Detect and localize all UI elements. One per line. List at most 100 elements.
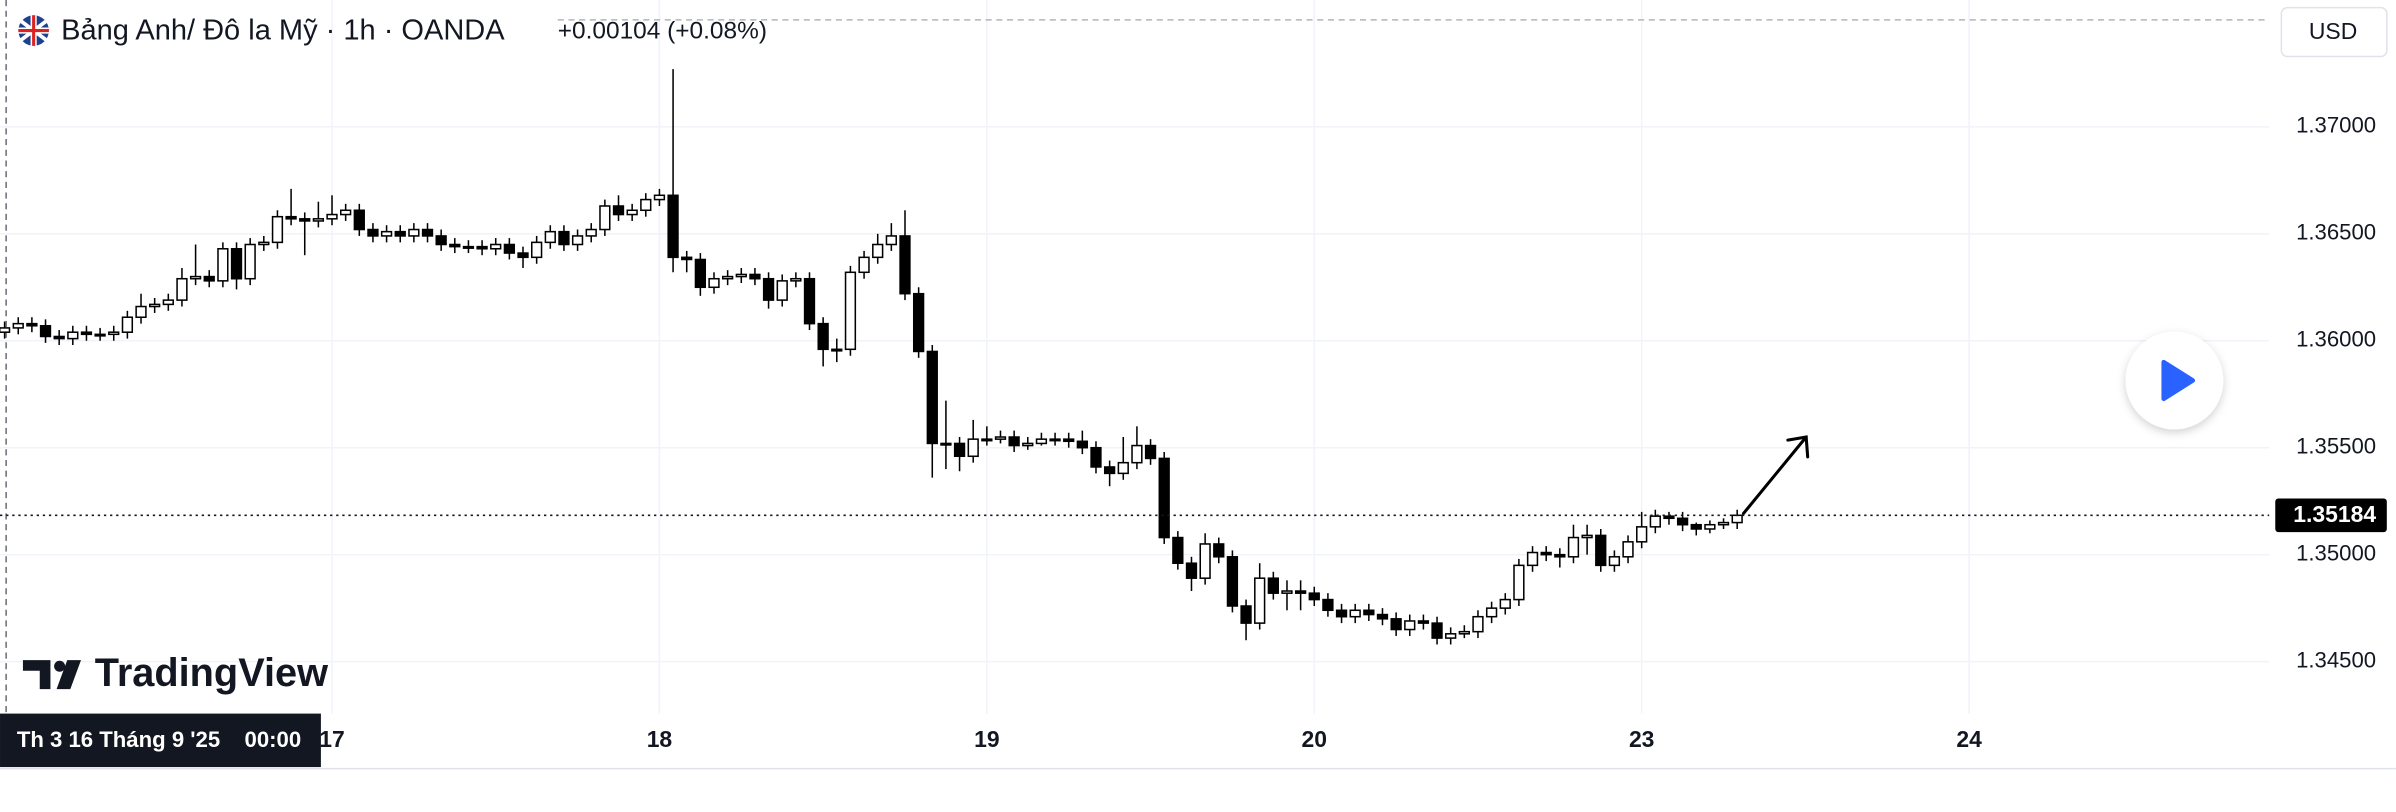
candle-body — [217, 248, 229, 282]
candle-body — [285, 215, 297, 220]
crosshair-date: Th 3 16 Tháng 9 '25 — [17, 727, 220, 752]
candle-body — [1649, 515, 1661, 528]
candle-body — [1526, 551, 1539, 567]
candle-body — [1472, 615, 1484, 633]
candle-body — [1595, 534, 1607, 567]
replay-icon[interactable] — [2161, 359, 2196, 402]
y-tick-label: 1.36500 — [2296, 220, 2376, 245]
y-tick-label: 1.36000 — [2296, 327, 2376, 352]
candle-body — [1254, 577, 1266, 624]
candle-body — [1663, 515, 1675, 520]
candle-body — [1445, 633, 1457, 639]
candle-body — [258, 241, 270, 246]
candle-body — [203, 275, 215, 282]
x-tick-label: 18 — [647, 726, 673, 752]
candle-body — [1499, 598, 1511, 609]
arrow-drawing — [1741, 435, 1810, 515]
candle-body — [1458, 630, 1470, 635]
candle-body — [571, 235, 584, 246]
candle-body — [1226, 556, 1239, 607]
candle-body — [230, 248, 243, 280]
candle-body — [1540, 551, 1552, 556]
candle-body — [626, 209, 638, 216]
candle-body — [326, 213, 338, 220]
candle-body — [271, 215, 284, 244]
candle-body — [1022, 442, 1034, 447]
candle-body — [517, 252, 529, 259]
candle-body — [135, 305, 147, 318]
last-price-box — [2275, 498, 2387, 533]
candle-body — [1035, 438, 1048, 445]
replay-button[interactable] — [2125, 331, 2224, 430]
currency-label: USD — [2309, 18, 2357, 44]
candle-body — [1049, 438, 1061, 442]
watermark-text: TradingView — [95, 651, 328, 695]
candle-body — [421, 228, 434, 237]
candle-body — [189, 275, 202, 280]
candle-body — [953, 442, 966, 458]
candle-body — [299, 218, 311, 222]
candle-body — [1417, 620, 1430, 624]
candle-body — [544, 230, 556, 244]
candle-body — [885, 235, 898, 246]
candle-body — [1103, 466, 1116, 475]
x-tick-label: 23 — [1629, 726, 1654, 752]
candle-body — [926, 350, 938, 445]
candle-body — [1172, 536, 1184, 564]
candle-body — [94, 333, 106, 337]
candle-body — [1322, 598, 1334, 612]
candle-body — [476, 245, 488, 250]
candle-body — [67, 331, 79, 340]
candle-body — [1676, 517, 1689, 526]
candle-body — [803, 277, 816, 325]
candle-body — [1076, 440, 1088, 449]
candle-body — [1636, 526, 1648, 543]
candle-body — [367, 228, 379, 237]
candle-body — [1349, 609, 1361, 618]
candle-body — [121, 316, 134, 333]
candle-body — [844, 271, 857, 351]
x-tick-label: 24 — [1956, 726, 1982, 752]
candle-body — [39, 325, 52, 338]
grid — [0, 0, 2270, 714]
candle-body — [940, 442, 952, 446]
candle-body — [490, 243, 502, 250]
candle-body — [558, 230, 570, 246]
candle-body — [749, 273, 761, 280]
candle-body — [981, 438, 993, 442]
y-tick-label: 1.34500 — [2296, 647, 2376, 672]
candle-body — [353, 209, 365, 231]
candle-body — [1308, 592, 1320, 601]
candle-body — [12, 322, 24, 329]
candle-body — [1731, 514, 1743, 524]
symbol-flag — [18, 15, 49, 46]
candle-body — [721, 275, 734, 280]
candle-body — [1717, 521, 1730, 526]
candle-body — [872, 243, 884, 259]
candle-body — [1554, 553, 1566, 558]
candle-body — [1199, 543, 1211, 579]
candle-body — [108, 331, 120, 336]
candle-body — [735, 273, 747, 278]
candle-body — [312, 218, 325, 222]
currency-button[interactable] — [2280, 6, 2388, 58]
candle-body — [912, 292, 925, 353]
candle-body — [1090, 446, 1102, 468]
y-tick-label: 1.35000 — [2296, 541, 2376, 566]
candle-body — [681, 256, 693, 261]
candle-body — [53, 335, 65, 340]
candle-body — [244, 243, 256, 280]
candles — [0, 69, 1743, 645]
candle-body — [435, 235, 447, 246]
candle-body — [380, 230, 393, 237]
candle-body — [1622, 541, 1634, 558]
y-tick-label: 1.37000 — [2296, 113, 2376, 138]
price-change: +0.00104 (+0.08%) — [558, 18, 767, 45]
candle-body — [394, 230, 406, 237]
candle-body — [1008, 436, 1020, 447]
axes: 1.34500 1.35000 1.35500 1.36000 1.36500 1.370… — [0, 113, 2387, 752]
candle-body — [653, 194, 666, 201]
candle-body — [530, 241, 543, 259]
candle-body — [967, 438, 979, 458]
candle-body — [1144, 444, 1157, 460]
